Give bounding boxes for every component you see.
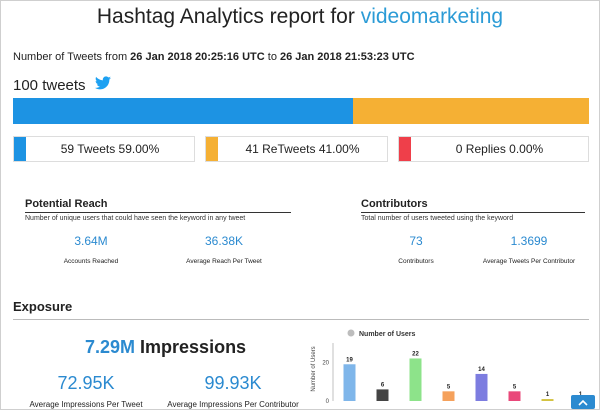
avg-reach-label: Average Reach Per Tweet	[186, 258, 262, 265]
range-prefix: Number of Tweets from	[13, 51, 131, 63]
bar-3	[409, 358, 422, 401]
contributors-description: Total number of users tweeted using the …	[361, 215, 514, 222]
y-tick-label: 20	[322, 360, 329, 366]
tweets-stat-label: 59 Tweets 59.00%	[60, 142, 160, 156]
retweets-stat-label: 41 ReTweets 41.00%	[245, 142, 360, 156]
bar-value-label: 19	[346, 357, 353, 363]
bar-value-label: 6	[381, 382, 385, 388]
users-bar-chart: Number of Users Number of Users 0 20 19 6 22 5 1…	[311, 329, 587, 405]
avg-tweets-metric: 1.3699 Average Tweets Per Contributor	[467, 234, 591, 265]
contributors-metric: 73 Contributors	[371, 234, 461, 265]
chevron-up-icon	[578, 399, 588, 406]
tweets-stat-box: 59 Tweets 59.00%	[13, 136, 195, 162]
page-title: Hashtag Analytics report for videomarket…	[1, 5, 599, 29]
potential-reach-description: Number of unique users that could have s…	[25, 215, 246, 222]
tweets-segment	[13, 98, 353, 124]
avg-impressions-contributor-label: Average Impressions Per Contributor	[167, 400, 299, 409]
range-middle: to	[264, 51, 280, 63]
bar-5	[475, 373, 488, 401]
bar-value-label: 5	[513, 384, 517, 390]
potential-reach-heading: Potential Reach	[25, 198, 108, 210]
retweets-stat-box: 41 ReTweets 41.00%	[205, 136, 388, 162]
bar-4	[442, 391, 455, 401]
bar-value-label: 1	[546, 392, 550, 398]
tweets-swatch	[14, 137, 26, 161]
title-keyword-link[interactable]: videomarketing	[360, 5, 504, 28]
bar-value-label: 14	[478, 367, 485, 373]
avg-reach-metric: 36.38K Average Reach Per Tweet	[161, 234, 287, 265]
avg-impressions-tweet-label: Average Impressions Per Tweet	[29, 400, 143, 409]
contributors-label: Contributors	[398, 258, 434, 265]
avg-impressions-contributor-value: 99.93K	[204, 373, 262, 393]
retweets-swatch	[206, 137, 218, 161]
contributors-divider	[361, 212, 585, 213]
replies-stat-label: 0 Replies 0.00%	[455, 142, 544, 156]
legend-swatch	[347, 329, 355, 337]
bar-2	[376, 389, 389, 401]
avg-impressions-tweet-metric: 72.95K Average Impressions Per Tweet	[21, 373, 151, 409]
twitter-bird-icon	[95, 76, 111, 90]
accounts-reached-metric: 3.64M Accounts Reached	[41, 234, 141, 265]
tweet-type-bar	[13, 98, 589, 124]
contributors-value: 73	[409, 234, 423, 248]
bar-value-label: 22	[412, 351, 419, 357]
avg-tweets-value: 1.3699	[510, 234, 548, 248]
y-axis-label: Number of Users	[311, 346, 317, 391]
bar-1	[343, 364, 356, 401]
bar-value-label: 5	[447, 384, 451, 390]
range-start: 26 Jan 2018 20:25:16 UTC	[130, 51, 265, 63]
impressions-label: Impressions	[135, 337, 247, 357]
title-prefix: Hashtag Analytics report for	[96, 5, 361, 28]
avg-impressions-tweet-value: 72.95K	[57, 373, 115, 393]
contributors-heading: Contributors	[361, 198, 428, 210]
accounts-reached-label: Accounts Reached	[63, 258, 119, 265]
date-range: Number of Tweets from 26 Jan 2018 20:25:…	[13, 51, 415, 63]
avg-reach-value: 36.38K	[204, 234, 244, 248]
replies-stat-box: 0 Replies 0.00%	[398, 136, 589, 162]
bar-6	[508, 391, 521, 401]
exposure-divider	[13, 319, 589, 320]
bar-7	[541, 399, 554, 401]
accounts-reached-value: 3.64M	[74, 234, 108, 248]
exposure-heading: Exposure	[13, 299, 73, 314]
retweets-segment	[352, 98, 589, 124]
avg-impressions-contributor-metric: 99.93K Average Impressions Per Contribut…	[163, 373, 303, 409]
legend-label: Number of Users	[359, 331, 416, 338]
replies-swatch	[399, 137, 411, 161]
impressions-value: 7.29M	[85, 337, 136, 357]
potential-reach-divider	[25, 212, 291, 213]
tweets-total: 100 tweets	[13, 77, 86, 94]
range-end: 26 Jan 2018 21:53:23 UTC	[280, 51, 415, 63]
impressions-total: 7.29M Impressions	[85, 337, 246, 358]
avg-tweets-label: Average Tweets Per Contributor	[482, 258, 576, 265]
scroll-top-button[interactable]	[571, 395, 595, 409]
y-tick-label: 0	[326, 399, 330, 405]
